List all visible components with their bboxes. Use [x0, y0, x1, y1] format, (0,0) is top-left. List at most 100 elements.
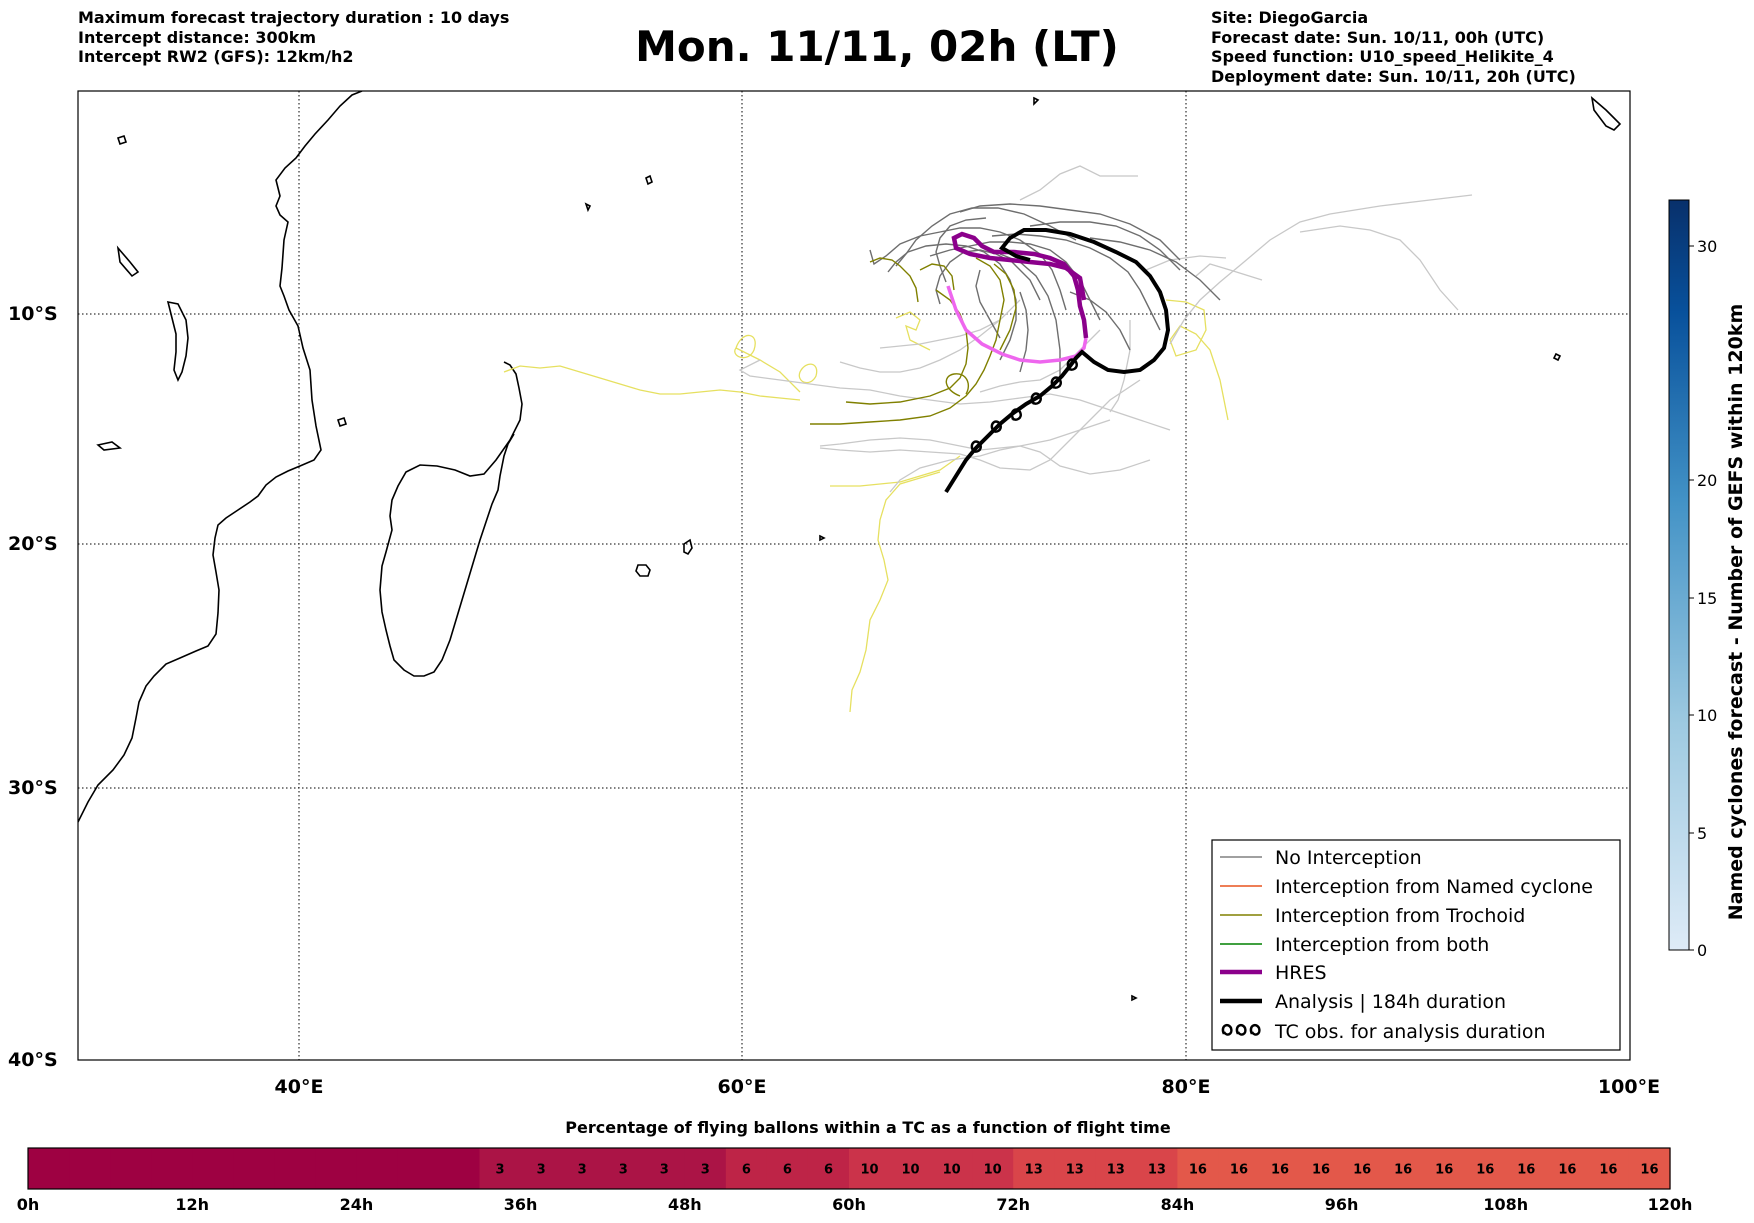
colorbar-tick-label: 30	[1697, 237, 1717, 256]
trajectory-lightgrey	[889, 419, 1111, 493]
percentage-cell	[151, 1148, 193, 1189]
percentage-cell	[807, 1148, 850, 1189]
trajectory-lightgrey	[819, 379, 1141, 471]
percentage-cell	[1300, 1148, 1343, 1189]
time-axis-label: 84h	[1161, 1195, 1195, 1214]
percentage-cell	[725, 1148, 768, 1189]
percentage-cell	[1218, 1148, 1261, 1189]
lat-label-10s: 10°S	[8, 303, 58, 325]
header-left-line: Intercept RW2 (GFS): 12km/h2	[78, 47, 354, 66]
legend-swatch-tc-obs	[1221, 1023, 1261, 1036]
map-content	[78, 91, 1630, 1060]
tc-obs-loop	[970, 440, 982, 453]
percentage-cell-label: 16	[1312, 1163, 1330, 1178]
africa-coastline	[78, 91, 363, 823]
trajectory-grey	[1019, 291, 1029, 373]
percentage-cell	[479, 1148, 522, 1189]
trajectory-grey	[935, 249, 1041, 305]
header-right-line: Forecast date: Sun. 10/11, 00h (UTC)	[1211, 27, 1545, 47]
percentage-cell-label: 10	[943, 1163, 961, 1178]
percentage-cell-label: 16	[1435, 1163, 1453, 1178]
trajectory-lightgrey	[1299, 225, 1459, 311]
island-group-2	[116, 245, 140, 278]
tc-obs-loop	[1030, 392, 1042, 405]
trajectory-yellow	[895, 311, 931, 351]
percentage-cell	[315, 1148, 357, 1189]
tc-obs-loops	[970, 358, 1078, 453]
colorbar-ticks	[1689, 245, 1694, 951]
lon-label-80e: 80°E	[1162, 1076, 1211, 1098]
lon-label-60e: 60°E	[718, 1076, 767, 1098]
percentage-cell	[1054, 1148, 1096, 1189]
trajectory-lightgrey	[819, 437, 1151, 475]
tc-obs-loop	[1010, 408, 1022, 421]
percentage-cell-label: 16	[1476, 1163, 1494, 1178]
latitude-labels: 10°S 20°S 30°S 40°S	[8, 303, 58, 1071]
percentage-cell	[1423, 1148, 1466, 1189]
legend-label: TC obs. for analysis duration	[1274, 1021, 1546, 1043]
header-right-info: Site: DiegoGarcia Forecast date: Sun. 10…	[1211, 8, 1576, 86]
percentage-cell-label: 10	[902, 1163, 920, 1178]
island-group-4	[96, 441, 123, 451]
island-reunion	[635, 564, 651, 577]
map-grid	[78, 91, 1630, 1060]
percentage-cell	[1382, 1148, 1425, 1189]
percentage-cell-label: 16	[1353, 1163, 1371, 1178]
header-left-info: Maximum forecast trajectory duration : 1…	[78, 8, 509, 67]
percentage-cell	[1546, 1148, 1589, 1189]
lat-label-30s: 30°S	[8, 777, 58, 799]
time-axis-label: 108h	[1483, 1195, 1528, 1214]
percentage-cell-label: 16	[1189, 1163, 1207, 1178]
percentage-cell	[233, 1148, 275, 1189]
colorbar-tick-label: 0	[1697, 941, 1707, 960]
percentage-cell-label: 3	[619, 1163, 628, 1178]
header-right-line: Speed function: U10_speed_Helikite_4	[1211, 47, 1554, 66]
percentage-cell-label: 13	[1066, 1163, 1084, 1178]
island-seychelles	[645, 174, 653, 186]
trajectory-grey	[1089, 237, 1221, 301]
percentage-cell	[1628, 1148, 1671, 1189]
percentage-cell	[28, 1148, 70, 1189]
percentage-bar: 3 3 3 3 3 3 6 6 6 10 10 10 10 13 13 13 13 16 16 16 16 16 16 16 1…	[28, 1148, 1671, 1189]
island-group-6	[1552, 352, 1562, 362]
trajectory-grey	[1029, 221, 1181, 271]
trajectory-lightgrey	[1169, 194, 1473, 345]
percentage-cell	[110, 1148, 152, 1189]
time-axis-label: 36h	[504, 1195, 538, 1214]
lon-label-100e: 100°E	[1598, 1076, 1660, 1098]
island-comoros	[336, 416, 348, 428]
percentage-cell-label: 16	[1271, 1163, 1289, 1178]
time-axis-label: 120h	[1648, 1195, 1693, 1214]
time-axis-label: 0h	[17, 1195, 40, 1214]
trajectory-olive	[810, 257, 1005, 425]
percentage-cell-label: 3	[660, 1163, 669, 1178]
trajectory-lightgrey	[839, 319, 1001, 373]
trajectory-lightgrey	[738, 359, 1171, 431]
percentage-cell	[520, 1148, 563, 1189]
percentage-cell-label: 3	[537, 1163, 546, 1178]
hres-trajectory	[951, 231, 1089, 339]
percentage-cell	[1136, 1148, 1178, 1189]
analysis-trajectory	[944, 228, 1171, 494]
trajectory-yellow	[849, 471, 941, 713]
colorbar: 0 5 10 15 20 30 Named cyclones forecast …	[1668, 199, 1747, 960]
percentage-cell-label: 13	[1025, 1163, 1043, 1178]
percentage-cell	[397, 1148, 440, 1189]
trajectory-grey	[975, 269, 1001, 339]
header-right-line: Site: DiegoGarcia	[1211, 8, 1369, 27]
legend: No Interception Interception from Named …	[1211, 839, 1621, 1051]
trajectory-lightgrey	[879, 299, 1021, 349]
island-group-7	[1131, 994, 1138, 1002]
trajectory-lightgrey	[1019, 165, 1138, 201]
header-right-line: Deployment date: Sun. 10/11, 20h (UTC)	[1211, 66, 1576, 86]
island-group-3	[166, 300, 189, 382]
percentage-cell	[890, 1148, 932, 1189]
percentage-cell	[1587, 1148, 1630, 1189]
percentage-cell	[643, 1148, 686, 1189]
time-axis-label: 48h	[668, 1195, 702, 1214]
percentage-cell-label: 6	[742, 1163, 751, 1178]
island-group-10	[819, 534, 826, 542]
island-group-5	[1590, 95, 1622, 131]
colorbar-gradient	[1668, 199, 1690, 951]
lat-label-20s: 20°S	[8, 533, 58, 555]
